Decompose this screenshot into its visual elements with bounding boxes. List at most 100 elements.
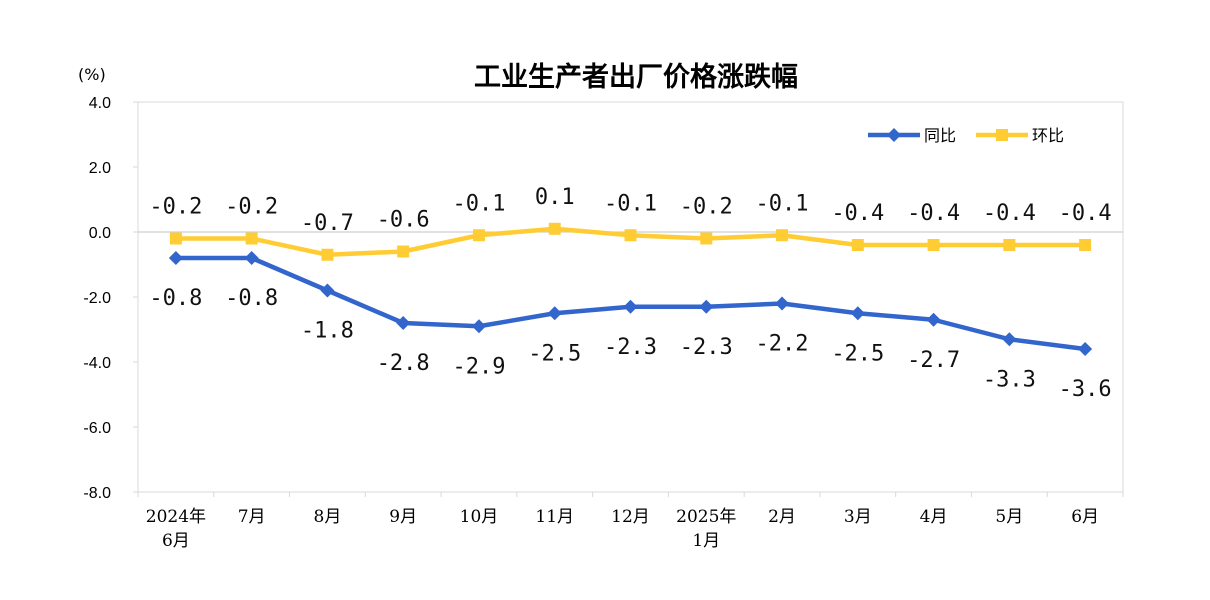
data-point-mom (624, 229, 637, 242)
x-tick-label-line: 8月 (314, 507, 342, 527)
data-point-yoy (168, 251, 183, 265)
legend-label-mom: 环比 (1032, 126, 1064, 145)
legend-marker-mom (996, 129, 1008, 141)
x-tick-label-line: 11月 (535, 507, 574, 527)
data-point-yoy (547, 306, 562, 321)
x-tick-label: 6月 (1071, 507, 1099, 527)
data-label-yoy: -3.6 (1059, 377, 1112, 402)
data-label-yoy: -2.2 (756, 332, 809, 357)
data-label-yoy: -2.8 (377, 351, 430, 376)
data-point-mom (245, 232, 258, 245)
legend-label-yoy: 同比 (924, 126, 956, 145)
data-label-mom: -0.2 (680, 195, 733, 220)
x-axis: 2024年 6月 7月 8月 9月 10月 11月 12月 2025年 1月 2月 3月 4月 5月 6月 (137, 492, 1124, 551)
y-tick-label: -2.0 (83, 290, 111, 307)
data-label-mom: -0.2 (225, 195, 278, 220)
x-tick-label: 10月 (460, 507, 499, 527)
data-point-mom (169, 232, 182, 245)
x-tick-label: 11月 (535, 507, 574, 527)
data-point-yoy (244, 251, 259, 265)
data-label-mom: -0.4 (983, 201, 1036, 226)
x-tick-label: 2月 (768, 507, 796, 527)
x-tick-label-line: 12月 (611, 507, 650, 527)
data-label-yoy: -3.3 (983, 367, 1036, 392)
data-point-mom (321, 248, 334, 261)
x-tick-label: 9月 (389, 507, 417, 527)
y-tick-label: 0.0 (89, 225, 111, 242)
x-tick-label-line: 4月 (920, 507, 948, 527)
data-point-mom (1003, 239, 1016, 251)
data-label-yoy: -0.8 (149, 286, 202, 311)
x-tick-label: 2024年 6月 (146, 507, 206, 551)
data-label-mom: -0.2 (149, 195, 202, 220)
data-label-mom: -0.1 (452, 191, 505, 216)
x-tick-label: 2025年 1月 (676, 507, 736, 551)
y-tick-label: -4.0 (83, 355, 111, 372)
x-tick-label: 4月 (920, 507, 948, 527)
data-point-yoy (775, 296, 790, 311)
data-label-mom: -0.1 (756, 191, 809, 216)
data-point-mom (927, 239, 940, 251)
data-labels-layer: -0.8 -0.8 -1.8 -2.8 -2.9 -2.5 -2.3 -2.3 -2.2 -2.5… (149, 185, 1111, 402)
data-point-mom (851, 239, 864, 251)
data-label-yoy: -0.8 (225, 286, 278, 311)
data-point-mom (1079, 239, 1092, 251)
data-point-yoy (926, 312, 941, 327)
y-tick-label: -8.0 (83, 485, 111, 502)
x-tick-label-line: 2024年 (146, 507, 206, 527)
x-tick-label-line: 3月 (844, 507, 872, 527)
series-layer (168, 222, 1093, 356)
data-point-yoy (396, 316, 411, 330)
y-unit-label: (%) (78, 65, 106, 84)
data-point-mom (548, 222, 561, 235)
x-tick-label-line: 6月 (162, 531, 190, 551)
data-point-yoy (850, 306, 865, 321)
y-tick-label: 4.0 (89, 95, 111, 112)
y-tick-label: -6.0 (83, 420, 111, 437)
data-label-mom: -0.7 (301, 211, 354, 236)
data-point-yoy (699, 299, 714, 314)
data-label-yoy: -1.8 (301, 319, 354, 344)
data-label-mom: -0.4 (1059, 201, 1112, 226)
x-tick-label-line: 9月 (389, 507, 417, 527)
data-point-mom (397, 245, 410, 258)
legend-marker-yoy (887, 128, 901, 142)
x-tick-label-line: 1月 (692, 531, 720, 551)
x-tick-label-line: 2025年 (676, 507, 736, 527)
data-label-mom: -0.1 (604, 191, 657, 216)
data-label-yoy: -2.3 (680, 335, 733, 360)
legend: 同比 环比 (868, 126, 1064, 145)
x-tick-label: 7月 (238, 507, 266, 527)
data-point-yoy (320, 283, 335, 298)
data-point-mom (776, 229, 789, 242)
data-point-yoy (1002, 332, 1017, 347)
x-tick-label: 5月 (995, 507, 1023, 527)
x-tick-label-line: 7月 (238, 507, 266, 527)
data-label-mom: -0.4 (907, 201, 960, 226)
x-tick-label: 8月 (314, 507, 342, 527)
data-point-mom (472, 229, 485, 242)
data-label-yoy: -2.9 (452, 354, 505, 379)
data-point-yoy (471, 319, 486, 334)
data-label-yoy: -2.7 (907, 348, 960, 373)
data-point-yoy (1078, 342, 1093, 356)
x-tick-label: 12月 (611, 507, 650, 527)
data-label-mom: -0.4 (831, 201, 884, 226)
data-point-yoy (623, 299, 638, 314)
x-tick-label: 3月 (844, 507, 872, 527)
x-tick-label-line: 10月 (460, 507, 499, 527)
x-tick-label-line: 2月 (768, 507, 796, 527)
chart-title: 工业生产者出厂价格涨跌幅 (474, 62, 798, 93)
x-tick-label-line: 6月 (1071, 507, 1099, 527)
data-label-mom: 0.1 (535, 185, 575, 210)
data-point-mom (700, 232, 713, 245)
x-tick-label-line: 5月 (995, 507, 1023, 527)
y-axis: 4.0 2.0 0.0 -2.0 -4.0 -6.0 -8.0 (83, 95, 138, 502)
y-tick-label: 2.0 (89, 160, 111, 177)
data-label-yoy: -2.3 (604, 335, 657, 360)
data-label-mom: -0.6 (377, 208, 430, 233)
plot-area-frame (137, 101, 1124, 493)
data-label-yoy: -2.5 (831, 341, 884, 366)
data-label-yoy: -2.5 (528, 341, 581, 366)
